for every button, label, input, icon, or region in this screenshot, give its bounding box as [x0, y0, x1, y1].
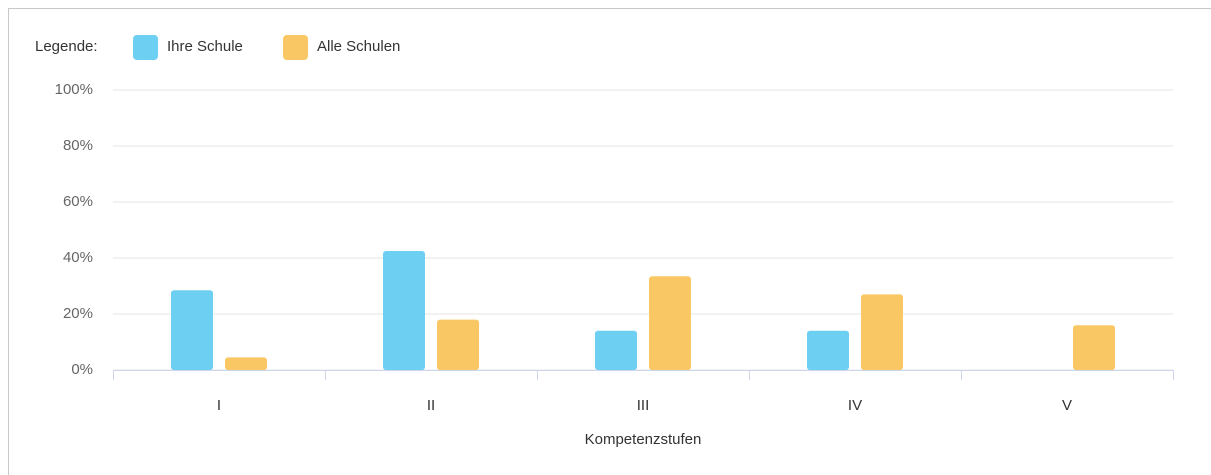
- legend-swatch: [133, 35, 158, 60]
- y-tick-label: 0%: [71, 361, 93, 378]
- bar: [225, 357, 267, 370]
- bar: [861, 294, 903, 370]
- x-tick-label: II: [427, 397, 435, 414]
- legend-title: Legende:: [35, 38, 98, 55]
- x-tick-label: III: [637, 397, 650, 414]
- y-tick-label: 80%: [63, 137, 93, 154]
- x-tick-label: IV: [848, 397, 862, 414]
- y-tick-label: 20%: [63, 305, 93, 322]
- legend-swatch: [283, 35, 308, 60]
- bar: [595, 330, 637, 370]
- x-tick-label: I: [217, 397, 221, 414]
- bar: [383, 251, 425, 370]
- y-tick-label: 40%: [63, 249, 93, 266]
- x-tick-label: V: [1062, 397, 1072, 414]
- chart-frame: [8, 8, 1211, 475]
- bar: [807, 330, 849, 370]
- legend-label: Ihre Schule: [167, 38, 243, 55]
- x-axis-title: Kompetenzstufen: [585, 431, 702, 448]
- bar: [437, 319, 479, 370]
- legend-label: Alle Schulen: [317, 38, 400, 55]
- bar: [171, 290, 213, 370]
- bar: [649, 276, 691, 370]
- y-tick-label: 100%: [55, 81, 93, 98]
- bar: [1073, 325, 1115, 370]
- y-tick-label: 60%: [63, 193, 93, 210]
